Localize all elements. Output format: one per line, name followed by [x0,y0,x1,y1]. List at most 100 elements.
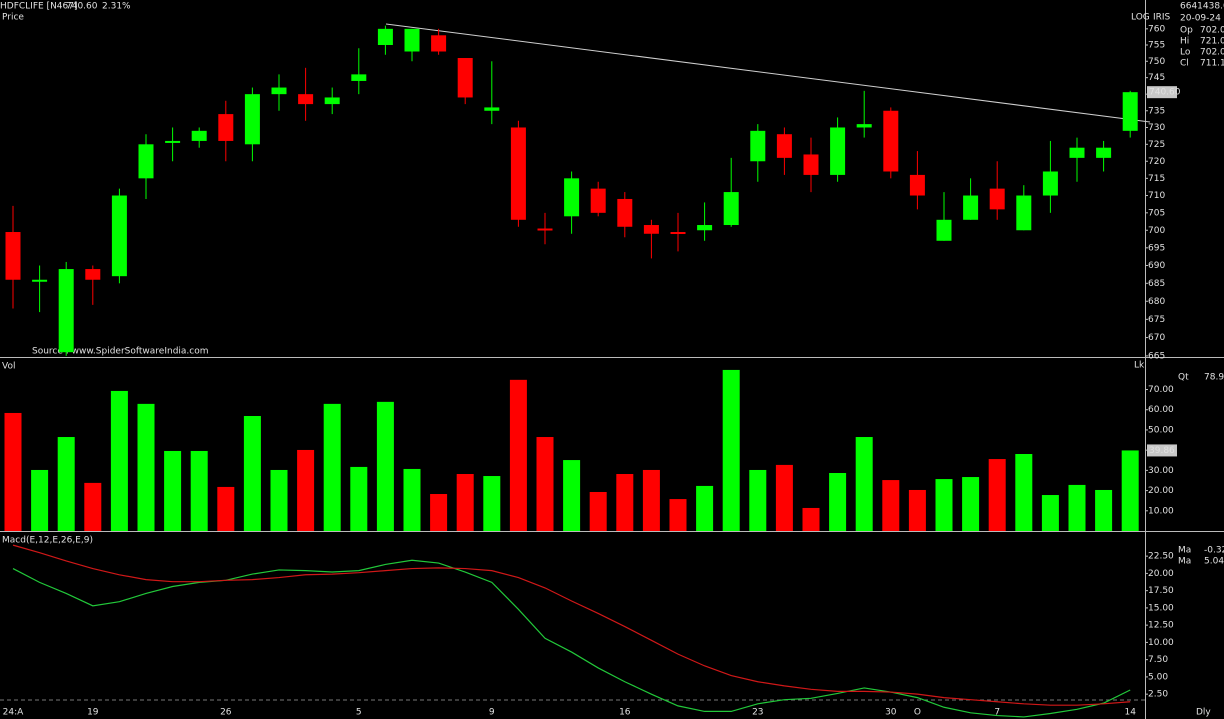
candle-body [191,130,207,141]
y-tick-label: 7.50 [1148,655,1168,665]
y-tick-label: 10.00 [1148,506,1174,516]
volume-bar [802,507,820,531]
candle-body [510,127,526,220]
info-volume: 6641438.00 [1180,2,1224,12]
volume-bar [988,459,1006,531]
y-tick-label: 700 [1148,226,1165,236]
y-tick-label: 715 [1148,174,1165,184]
y-tick-label: 725 [1148,140,1165,150]
volume-bar [403,468,421,531]
candle-body [324,97,340,105]
volume-bar [935,479,953,531]
candle-body [750,130,766,162]
candle-body [697,225,713,231]
y-tick-label: 685 [1148,279,1165,289]
y-tick-label: 690 [1148,261,1165,271]
candle-body [883,110,899,172]
readout-value: -0.32 [1204,546,1224,556]
scale-label: LOG [1131,13,1150,23]
candle-body [32,279,48,282]
candle-body [377,28,393,46]
candle-body [218,114,234,141]
readout-label: Ma [1178,557,1191,567]
readout-value: 78.91 [1204,373,1224,383]
volume-bar [642,469,660,531]
volume-bar [855,437,873,531]
volume-bar [297,449,315,531]
candle-body [298,94,314,105]
trend-line [385,23,1151,123]
volume-bar [110,390,128,531]
volume-bar [882,480,900,531]
y-tick-label: 5.00 [1148,672,1168,682]
x-tick-label: 5 [356,708,362,718]
candle-body [830,127,846,175]
readout-label: Ma [1178,546,1191,556]
volume-bar [749,469,767,531]
volume-bar [84,482,102,531]
candle-body [1122,92,1138,131]
volume-bar [4,412,22,531]
y-tick-label: 22.50 [1148,552,1174,562]
macd-line [12,544,1131,706]
volume-bar [669,499,687,531]
candle-body [776,134,792,158]
volume-bar [31,469,49,531]
panel-label: Price [2,13,24,23]
info-value: 702.00 [1200,48,1224,58]
candle-body [111,195,127,277]
info-label: Op [1180,26,1193,36]
candle-body [963,195,979,220]
candle-body [138,144,154,179]
readout-value: 5.04 [1204,557,1224,567]
volume-bar [1121,450,1139,531]
info-value: 702.00 [1200,26,1224,36]
y-tick-label: 10.00 [1148,638,1174,648]
readout-label: Qt [1178,373,1189,383]
y-tick-label: 665 [1148,351,1165,361]
x-tick-label: 9 [489,708,495,718]
y-tick-label: 710 [1148,191,1165,201]
candle-body [1069,147,1085,158]
y-tick-label: 20.00 [1148,569,1174,579]
y-tick-label: 675 [1148,315,1165,325]
y-tick-label: 12.50 [1148,621,1174,631]
volume-bar [270,469,288,531]
candle-body [271,87,287,95]
volume-bar [536,437,554,531]
volume-bar [1041,495,1059,531]
info-label: Lo [1180,48,1191,58]
volume-bar [962,477,980,531]
scale-label: IRIS [1153,13,1171,23]
candle-body [351,74,367,81]
candle-body [1016,195,1032,231]
candle-body [617,198,633,227]
x-tick-label: 26 [220,708,232,718]
candle-body [431,35,447,52]
volume-bar [1015,453,1033,531]
volume-bar [430,494,448,531]
candle-body [909,174,925,196]
panel-label: Vol [2,362,15,372]
y-tick-label: 20.00 [1148,486,1174,496]
candle-body [537,228,553,231]
y-tick-label: 720 [1148,157,1165,167]
candle-body [643,225,659,234]
x-tick-label: 30 [885,708,897,718]
y-tick-label: 705 [1148,208,1165,218]
y-tick-label: 17.50 [1148,586,1174,596]
volume-bar [137,403,155,531]
volume-bar [190,450,208,531]
x-tick-label: 7 [994,708,1000,718]
candle-body [803,154,819,175]
y-tick-label: 730 [1148,123,1165,133]
x-end-label: Dly [1196,708,1211,718]
candle-body [590,188,606,213]
corner-label: Lk [1134,361,1145,371]
volume-bar [589,491,607,531]
volume-bar [243,416,261,531]
candle-body [165,140,181,143]
y-tick-label: 695 [1148,243,1165,253]
y-tick-label: 30.00 [1148,466,1174,476]
